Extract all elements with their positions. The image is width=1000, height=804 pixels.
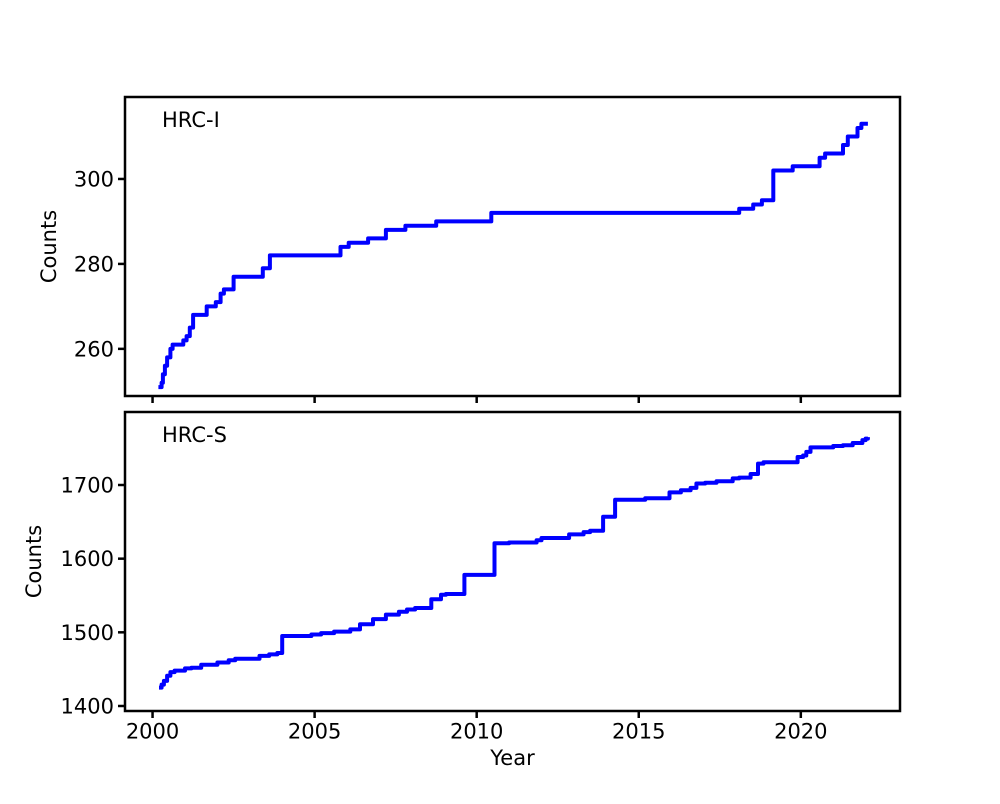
y-axis-label-top: Counts	[37, 210, 61, 283]
y-tick-label: 1700	[61, 474, 114, 498]
x-tick-label: 2020	[774, 720, 827, 744]
top-panel-border	[123, 95, 902, 398]
x-tick-label: 2015	[612, 720, 665, 744]
hrc-i-series-line	[158, 121, 868, 390]
y-tick-label: 260	[74, 337, 114, 361]
panel-label-hrc-i: HRC-I	[162, 108, 220, 132]
y-tick-label: 1600	[61, 547, 114, 571]
x-tick-label: 2005	[288, 720, 341, 744]
x-tick-label: 2000	[126, 720, 179, 744]
y-axis-label-bottom: Counts	[22, 525, 46, 598]
y-tick-label: 300	[74, 167, 114, 191]
bottom-panel-border	[123, 410, 902, 713]
x-axis-label: Year	[489, 746, 535, 770]
y-tick-label: 1400	[61, 694, 114, 718]
x-tick-label: 2010	[450, 720, 503, 744]
chart-render-root: 260 280 300 2000 2005 2010 2015 2020 1400 1500 160…	[61, 95, 902, 744]
hrc-s-series-line	[159, 436, 870, 690]
y-tick-label: 1500	[61, 621, 114, 645]
y-tick-label: 280	[74, 252, 114, 276]
panel-label-hrc-s: HRC-S	[162, 423, 227, 447]
